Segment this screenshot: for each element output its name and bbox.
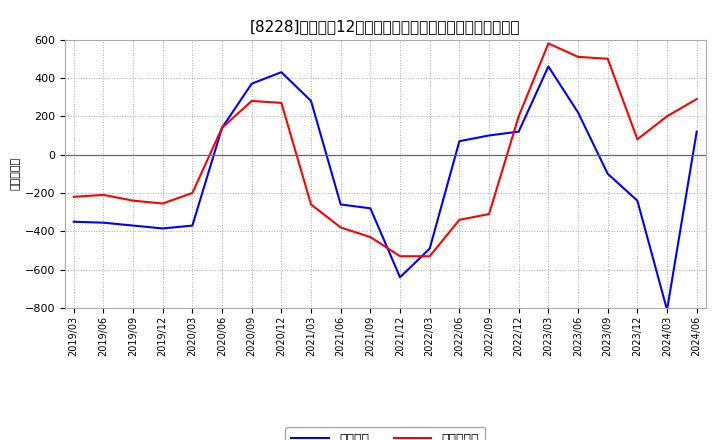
当期純利益: [99, 192, 108, 198]
当期純利益: [396, 253, 405, 259]
経常利益: [455, 139, 464, 144]
当期純利益: [307, 202, 315, 207]
当期純利益: [485, 211, 493, 216]
経常利益: [69, 219, 78, 224]
経常利益: [129, 223, 138, 228]
Y-axis label: （百万円）: （百万円）: [10, 157, 20, 191]
経常利益: [336, 202, 345, 207]
経常利益: [158, 226, 167, 231]
経常利益: [248, 81, 256, 86]
当期純利益: [188, 191, 197, 196]
当期純利益: [662, 114, 671, 119]
当期純利益: [69, 194, 78, 199]
当期純利益: [574, 54, 582, 59]
当期純利益: [633, 137, 642, 142]
経常利益: [514, 129, 523, 134]
当期純利益: [217, 125, 226, 130]
当期純利益: [514, 114, 523, 119]
Legend: 経常利益, 当期純利益: 経常利益, 当期純利益: [285, 427, 485, 440]
Line: 経常利益: 経常利益: [73, 66, 697, 310]
当期純利益: [693, 96, 701, 102]
当期純利益: [129, 198, 138, 203]
経常利益: [574, 110, 582, 115]
当期純利益: [158, 201, 167, 206]
Title: [8228]　利益の12か月移動合計の対前年同期増減額の推移: [8228] 利益の12か月移動合計の対前年同期増減額の推移: [250, 19, 521, 34]
当期純利益: [366, 235, 374, 240]
経常利益: [396, 275, 405, 280]
経常利益: [485, 133, 493, 138]
Line: 当期純利益: 当期純利益: [73, 44, 697, 256]
経常利益: [693, 129, 701, 134]
経常利益: [277, 70, 286, 75]
当期純利益: [277, 100, 286, 106]
経常利益: [603, 171, 612, 176]
経常利益: [217, 125, 226, 130]
当期純利益: [426, 253, 434, 259]
当期純利益: [336, 225, 345, 230]
当期純利益: [603, 56, 612, 62]
経常利益: [188, 223, 197, 228]
経常利益: [662, 307, 671, 312]
当期純利益: [455, 217, 464, 223]
経常利益: [544, 64, 553, 69]
経常利益: [99, 220, 108, 225]
当期純利益: [248, 98, 256, 103]
当期純利益: [544, 41, 553, 46]
経常利益: [307, 98, 315, 103]
経常利益: [426, 246, 434, 251]
経常利益: [633, 198, 642, 203]
経常利益: [366, 205, 374, 211]
